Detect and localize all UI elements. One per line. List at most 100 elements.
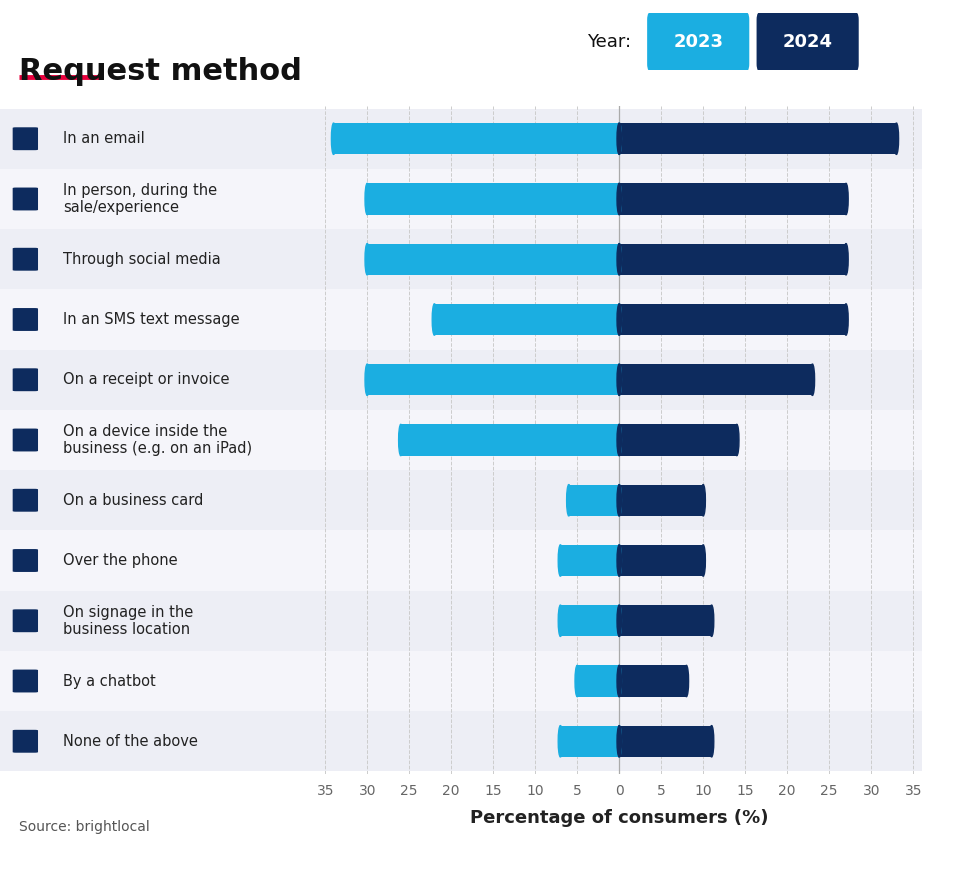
Ellipse shape (709, 605, 714, 636)
Bar (435, 304, 619, 335)
Ellipse shape (844, 244, 849, 275)
Bar (561, 545, 619, 576)
Bar (619, 424, 621, 456)
Bar (308, 470, 930, 531)
Ellipse shape (432, 304, 437, 335)
Text: On a business card: On a business card (63, 493, 204, 508)
Bar (619, 364, 621, 395)
Bar (0, 108, 326, 169)
Ellipse shape (810, 364, 815, 395)
Ellipse shape (844, 304, 849, 335)
Bar (619, 605, 621, 636)
Bar (577, 665, 619, 697)
Ellipse shape (617, 485, 621, 516)
Ellipse shape (365, 364, 370, 395)
Text: Source: brightlocal: Source: brightlocal (19, 820, 150, 834)
Bar (334, 123, 619, 154)
Ellipse shape (617, 424, 621, 456)
Bar (308, 651, 930, 711)
Text: 2023: 2023 (673, 33, 723, 51)
Bar (0, 590, 326, 651)
Ellipse shape (617, 545, 621, 576)
Text: On a device inside the
business (e.g. on an iPad): On a device inside the business (e.g. on… (63, 424, 252, 456)
Bar (308, 410, 930, 470)
Text: In person, during the
sale/experience: In person, during the sale/experience (63, 183, 218, 216)
X-axis label: Percentage of consumers (%): Percentage of consumers (%) (470, 810, 768, 827)
Bar (619, 665, 621, 697)
FancyBboxPatch shape (12, 730, 38, 752)
Bar (308, 711, 930, 772)
Ellipse shape (617, 304, 621, 335)
Ellipse shape (701, 485, 706, 516)
Text: By a chatbot: By a chatbot (63, 673, 156, 688)
Ellipse shape (617, 545, 621, 576)
Text: None of the above: None of the above (63, 734, 198, 749)
Bar (0, 651, 326, 711)
Ellipse shape (734, 424, 739, 456)
Ellipse shape (617, 665, 621, 697)
Bar (561, 605, 619, 636)
Bar (619, 183, 621, 215)
Text: In an SMS text message: In an SMS text message (63, 312, 240, 327)
Bar (308, 531, 930, 590)
Ellipse shape (709, 726, 714, 757)
FancyBboxPatch shape (12, 128, 38, 150)
Ellipse shape (701, 545, 706, 576)
FancyBboxPatch shape (12, 670, 38, 693)
Bar (619, 726, 621, 757)
Ellipse shape (558, 605, 563, 636)
Bar (619, 424, 737, 456)
Ellipse shape (575, 665, 580, 697)
Ellipse shape (566, 485, 571, 516)
FancyBboxPatch shape (12, 429, 38, 451)
FancyBboxPatch shape (12, 609, 38, 632)
Bar (0, 229, 326, 290)
Bar (561, 726, 619, 757)
Bar (308, 349, 930, 410)
Text: On signage in the
business location: On signage in the business location (63, 605, 194, 637)
FancyBboxPatch shape (756, 11, 858, 73)
Bar (619, 304, 846, 335)
Ellipse shape (617, 244, 621, 275)
Ellipse shape (365, 244, 370, 275)
Ellipse shape (617, 183, 621, 215)
Ellipse shape (617, 304, 621, 335)
Ellipse shape (617, 485, 621, 516)
Text: Through social media: Through social media (63, 252, 221, 267)
Ellipse shape (617, 123, 621, 154)
Ellipse shape (844, 183, 849, 215)
Bar (619, 726, 711, 757)
Ellipse shape (617, 605, 621, 636)
Bar (619, 304, 621, 335)
Text: Year:: Year: (587, 33, 631, 51)
Ellipse shape (617, 364, 621, 395)
Bar (619, 364, 812, 395)
Bar (619, 545, 703, 576)
Text: In an email: In an email (63, 131, 145, 146)
Ellipse shape (617, 605, 621, 636)
Ellipse shape (617, 424, 621, 456)
Bar (0, 711, 326, 772)
Bar (0, 470, 326, 531)
Bar (619, 665, 686, 697)
Bar (0, 349, 326, 410)
Ellipse shape (365, 183, 370, 215)
Text: 2024: 2024 (782, 33, 832, 51)
Ellipse shape (617, 364, 621, 395)
FancyBboxPatch shape (12, 248, 38, 271)
Ellipse shape (617, 123, 621, 154)
Bar (308, 590, 930, 651)
Ellipse shape (398, 424, 403, 456)
FancyBboxPatch shape (12, 369, 38, 392)
Ellipse shape (617, 244, 621, 275)
Bar (0, 531, 326, 590)
FancyBboxPatch shape (12, 549, 38, 572)
Bar (619, 485, 621, 516)
Ellipse shape (617, 183, 621, 215)
Text: Over the phone: Over the phone (63, 553, 178, 568)
Bar (368, 244, 619, 275)
Bar (619, 123, 897, 154)
Text: Request method: Request method (19, 57, 302, 86)
Bar (619, 545, 621, 576)
FancyBboxPatch shape (12, 488, 38, 511)
